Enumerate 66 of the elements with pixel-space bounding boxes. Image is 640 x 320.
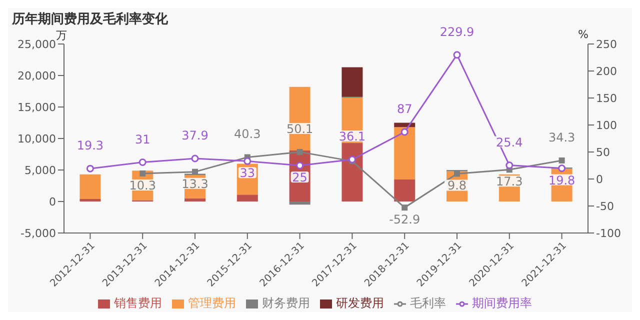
y2-tick-label: -50	[596, 200, 614, 213]
point	[296, 148, 303, 155]
y2-tick-label: 250	[596, 38, 617, 51]
y2-tick-label: 0	[596, 172, 603, 186]
y-tick-label: 20,000	[18, 69, 56, 82]
bar	[342, 142, 363, 202]
point	[348, 156, 356, 164]
point	[191, 154, 199, 162]
point	[402, 204, 408, 211]
legend-label: 研发费用	[336, 296, 384, 310]
data-label: 36.1	[338, 130, 366, 144]
y2-tick-label: -100	[596, 226, 621, 240]
data-label: 25.4	[496, 135, 523, 150]
y-tick-label: 15,000	[18, 100, 56, 114]
point	[558, 164, 566, 172]
legend-label: 毛利率	[410, 296, 446, 310]
y2-tick-label: 100	[596, 118, 617, 132]
y2-axis-title: %	[578, 28, 588, 41]
chart-title: 历年期间费用及毛利率变化	[12, 10, 168, 28]
data-label: 25	[292, 170, 308, 184]
data-label: 229.9	[440, 24, 474, 39]
data-label: 31	[134, 132, 150, 146]
bar	[236, 194, 258, 202]
point	[140, 170, 146, 176]
data-label: 50.1	[286, 122, 314, 136]
bar	[394, 179, 416, 202]
legend-label: 销售费用	[114, 296, 162, 310]
y2-tick-label: 150	[596, 92, 617, 105]
data-label: 33	[240, 166, 256, 180]
y2-tick-label: 50	[596, 146, 610, 159]
y-tick-label: 0	[49, 195, 56, 208]
y-tick-label: 5,000	[24, 164, 56, 177]
bar	[184, 198, 206, 202]
legend-label: 管理费用	[188, 296, 236, 310]
data-label: 10.3	[129, 178, 156, 192]
y-tick-label: 10,000	[18, 132, 56, 146]
data-label: 19.3	[76, 138, 104, 153]
data-label: 9.8	[447, 178, 467, 193]
y-tick-label: -5,000	[20, 226, 56, 240]
y-axis-title: 万	[56, 28, 67, 43]
data-label: 40.3	[234, 127, 261, 142]
legend-label: 财务费用	[262, 296, 310, 310]
point	[453, 51, 461, 59]
bar	[80, 198, 101, 202]
legend-label: 期间费用率	[472, 296, 532, 310]
point	[506, 162, 514, 170]
point	[86, 164, 94, 172]
data-label: 17.3	[496, 174, 523, 189]
data-label: -52.9	[389, 212, 420, 227]
point	[296, 162, 304, 170]
data-label: 87	[396, 102, 412, 116]
bar	[394, 127, 416, 180]
bar	[342, 67, 363, 97]
point	[138, 158, 146, 166]
bar	[289, 202, 310, 205]
data-label: 19.8	[548, 173, 576, 188]
y2-tick-label: 200	[596, 64, 617, 78]
point	[558, 157, 565, 164]
point	[400, 128, 408, 136]
y-tick-label: 25,000	[18, 38, 56, 51]
data-label: 34.3	[548, 130, 576, 144]
data-label: 13.3	[182, 176, 208, 191]
point	[454, 170, 460, 177]
bar	[80, 174, 101, 199]
point	[244, 157, 252, 165]
data-label: 37.9	[182, 128, 208, 143]
